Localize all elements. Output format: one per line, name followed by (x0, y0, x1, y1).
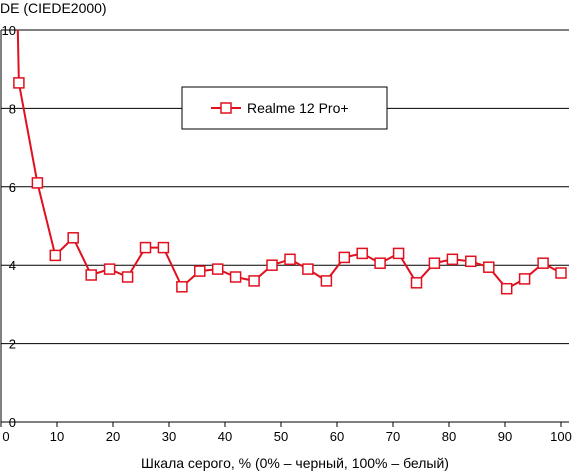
legend-marker (220, 102, 232, 114)
data-point (67, 232, 79, 244)
y-tick-label-6: 6 (9, 180, 16, 195)
data-point (194, 265, 206, 277)
legend: Realme 12 Pro+ (181, 86, 388, 130)
data-point (356, 247, 368, 260)
data-point (500, 282, 513, 295)
data-point (31, 177, 44, 189)
y-axis-label: DE (CIEDE2000) (0, 0, 107, 16)
data-point (465, 255, 477, 268)
data-point (85, 269, 97, 281)
data-point (446, 253, 459, 266)
axes (0, 30, 569, 427)
data-point (266, 259, 278, 271)
data-point (320, 275, 333, 287)
data-point (483, 261, 495, 273)
series-group (13, 29, 567, 295)
data-point (13, 77, 25, 89)
y-tick-label-8: 8 (9, 101, 16, 116)
data-point (139, 241, 152, 254)
data-point (392, 247, 405, 260)
data-point (428, 257, 441, 269)
x-tick-label-60: 60 (330, 429, 344, 444)
x-tick-label-30: 30 (162, 429, 176, 444)
x-tick-label-100: 100 (550, 429, 572, 444)
data-point (374, 257, 386, 269)
data-point (121, 271, 134, 283)
data-point (410, 277, 423, 289)
data-point (248, 275, 260, 287)
x-tick-label-90: 90 (498, 429, 512, 444)
y-tick-label-0: 0 (9, 415, 16, 430)
data-point (176, 281, 188, 293)
data-point (103, 263, 116, 275)
data-point (555, 267, 567, 279)
x-tick-label-20: 20 (106, 429, 120, 444)
x-tick-label-0: 0 (2, 429, 9, 444)
x-tick-label-70: 70 (386, 429, 400, 444)
data-point (157, 241, 170, 254)
data-point (49, 249, 62, 262)
data-point (211, 263, 224, 275)
data-point (229, 271, 242, 283)
y-tick-label-10: 10 (2, 23, 16, 38)
x-axis-label: Шкала серого, % (0% – черный, 100% – бел… (141, 455, 449, 471)
x-tick-label-50: 50 (274, 429, 288, 444)
tick-labels: 0 10 20 30 40 50 60 70 80 90 100 0 2 4 6 8 10 (2, 23, 572, 444)
x-tick-label-40: 40 (218, 429, 232, 444)
data-point (284, 253, 296, 266)
legend-label: Realme 12 Pro+ (247, 100, 349, 116)
data-point (338, 251, 351, 264)
data-point (537, 257, 549, 269)
data-point (518, 273, 531, 285)
y-tick-label-2: 2 (9, 337, 16, 352)
x-tick-label-10: 10 (50, 429, 64, 444)
data-point (302, 263, 314, 275)
y-tick-label-4: 4 (9, 258, 16, 273)
x-tick-label-80: 80 (442, 429, 456, 444)
